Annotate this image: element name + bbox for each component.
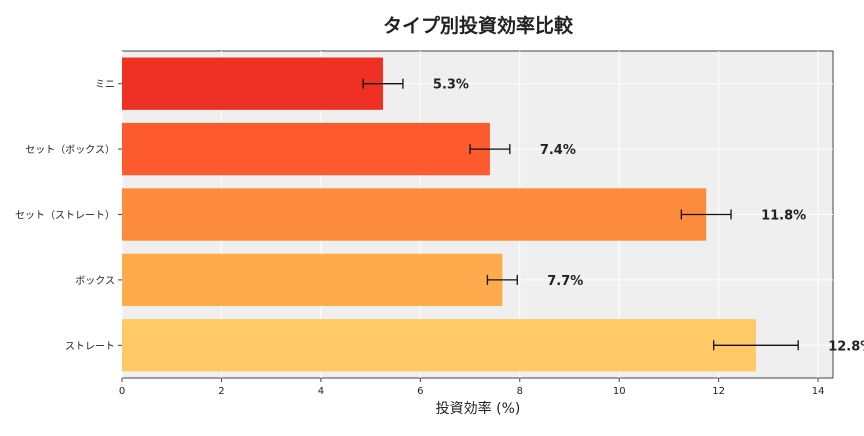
data-label: 7.4% (540, 143, 576, 158)
chart-title: タイプ別投資効率比較 (383, 14, 574, 37)
bar (122, 319, 756, 372)
data-label: 5.3% (433, 78, 469, 93)
bar (122, 57, 384, 110)
x-tick-label: 8 (517, 386, 523, 397)
x-tick-label: 0 (119, 386, 125, 397)
x-tick-label: 6 (417, 386, 423, 397)
value-labels: 5.3% 7.4% 11.8% 7.7% 12.8% (433, 78, 864, 355)
y-tick-label: セット（ボックス） (25, 144, 115, 156)
y-tick-label: ミニ (95, 80, 115, 91)
y-tick-label: ボックス (75, 275, 115, 287)
data-label: 7.7% (547, 274, 583, 289)
data-label: 12.8% (828, 339, 864, 354)
x-tick-label: 12 (712, 386, 725, 397)
bars (122, 57, 756, 372)
x-axis-label: 投資効率 (%) (436, 400, 521, 417)
bar (122, 253, 503, 307)
bar (122, 188, 707, 241)
x-tick-label: 4 (318, 386, 324, 397)
y-tick-label: セット（ストレート） (15, 210, 115, 222)
x-tick-label: 2 (218, 386, 224, 397)
error-bars (362, 78, 799, 351)
bar (122, 122, 490, 176)
x-tick-label: 14 (812, 386, 825, 397)
data-label: 11.8% (761, 209, 806, 224)
y-tick-label: ストレート (65, 341, 115, 352)
x-tick-label: 10 (613, 386, 626, 397)
x-tick-labels: 0 2 4 6 8 10 12 14 (119, 378, 825, 397)
